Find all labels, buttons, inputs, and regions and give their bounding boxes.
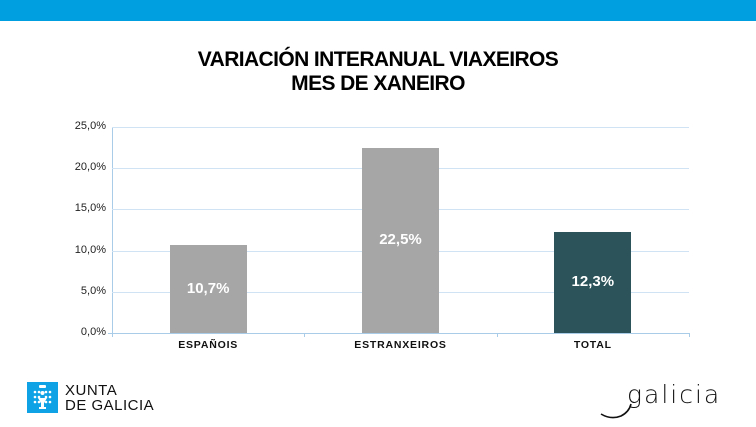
chart-title: VARIACIÓN INTERANUAL VIAXEIROS MES DE XA… [0, 48, 756, 96]
x-tick [689, 333, 690, 337]
y-tick-label: 10,0% [74, 243, 106, 256]
bar-total: 12,3% [554, 231, 632, 333]
x-tick [304, 333, 306, 337]
galicia-logo-text: galicia [627, 380, 722, 409]
y-tick-label: 0,0% [80, 326, 106, 338]
y-tick-label: 20,0% [74, 161, 106, 174]
bar-estranxeiros: 22,5% [362, 147, 439, 333]
bar-españois: 10,7% [169, 244, 247, 333]
chart-title-line1: VARIACIÓN INTERANUAL VIAXEIROS [197, 48, 559, 71]
plot-area: 10,7% 22,5% 12,3% [108, 127, 689, 337]
xunta-de-galicia-logo: XUNTA DE GALICIA [27, 382, 154, 413]
xunta-crest-icon [27, 382, 58, 413]
xunta-logo-line1: XUNTA [65, 381, 118, 399]
x-axis-line [108, 333, 689, 334]
xunta-logo-text: XUNTA DE GALICIA [65, 383, 154, 413]
x-category-label: TOTAL [573, 339, 612, 351]
xunta-logo-line2: DE GALICIA [65, 396, 155, 414]
gridline [112, 127, 689, 128]
galicia-logo: galicia [600, 380, 719, 419]
x-category-label: ESTRANXEIROS [354, 339, 447, 351]
bar-value-label: 22,5% [379, 231, 422, 249]
chart-title-line2: MES DE XANEIRO [291, 72, 465, 95]
header-bar [0, 0, 756, 21]
y-tick-label: 15,0% [74, 202, 106, 215]
y-axis-line [112, 127, 113, 337]
bar-value-label: 10,7% [186, 279, 230, 297]
y-tick-label: 5,0% [80, 284, 106, 297]
x-category-label: ESPAÑOIS [178, 339, 239, 351]
x-tick [112, 333, 113, 337]
y-tick-label: 25,0% [74, 120, 106, 132]
bar-value-label: 12,3% [571, 273, 615, 291]
x-tick [496, 333, 498, 337]
